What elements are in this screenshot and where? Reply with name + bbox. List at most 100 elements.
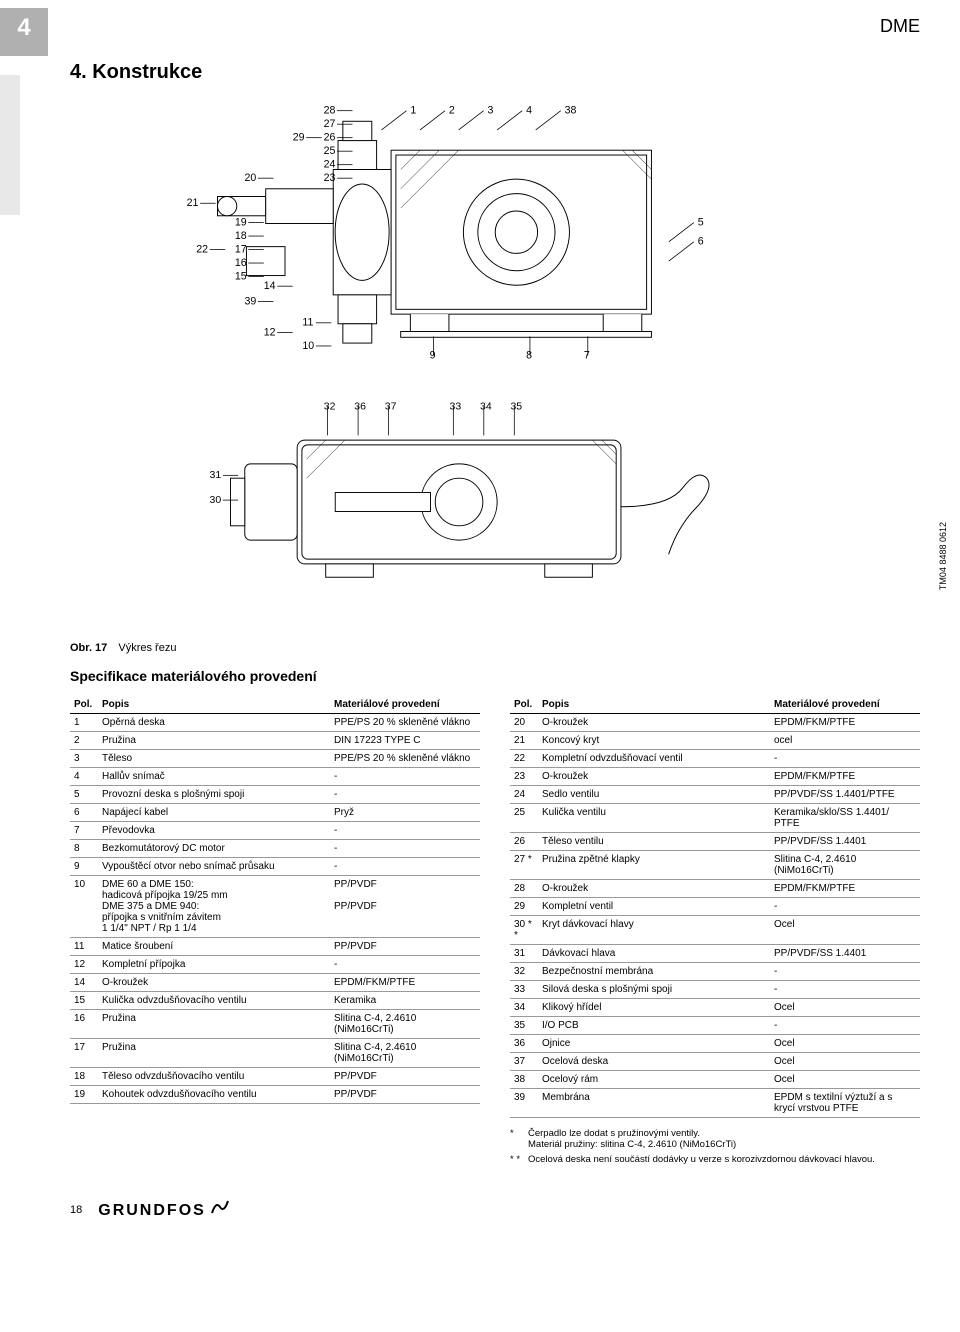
col-pol: Pol. — [510, 696, 538, 714]
callout-number: 7 — [584, 350, 590, 362]
footnote: *Čerpadlo lze dodat s pružinovými ventil… — [510, 1128, 920, 1150]
cell-desc: Kulička odvzdušňovacího ventilu — [98, 992, 330, 1010]
cell-mat: Keramika — [330, 992, 480, 1010]
cell-pos: 16 — [70, 1010, 98, 1039]
cell-mat: PP/PVDF/SS 1.4401/PTFE — [770, 786, 920, 804]
cell-desc: Těleso — [98, 750, 330, 768]
callout-number: 16 — [235, 257, 247, 269]
cell-desc: Matice šroubení — [98, 938, 330, 956]
cell-mat: PP/PVDF/SS 1.4401 — [770, 945, 920, 963]
table-row: 27 *Pružina zpětné klapkySlitina C-4, 2.… — [510, 851, 920, 880]
table-row: 34Klikový hřídelOcel — [510, 999, 920, 1017]
cell-pos: 34 — [510, 999, 538, 1017]
grundfos-icon — [210, 1199, 230, 1220]
pump-section-top: 2827262524232920211918171615221439111210… — [110, 102, 730, 372]
table-row: 5Provozní deska s plošnými spoji- — [70, 786, 480, 804]
table-row: 12Kompletní přípojka- — [70, 956, 480, 974]
cell-mat: Ocel — [770, 916, 920, 945]
table-row: 24Sedlo ventiluPP/PVDF/SS 1.4401/PTFE — [510, 786, 920, 804]
cell-pos: 37 — [510, 1053, 538, 1071]
table-row: 25Kulička ventiluKeramika/sklo/SS 1.4401… — [510, 804, 920, 833]
table-row: 19Kohoutek odvzdušňovacího ventiluPP/PVD… — [70, 1086, 480, 1104]
footnotes: *Čerpadlo lze dodat s pružinovými ventil… — [510, 1128, 920, 1165]
callout-number: 1 — [410, 105, 416, 117]
callout-number: 21 — [187, 197, 199, 209]
cell-mat: Slitina C-4, 2.4610 (NiMo16CrTi) — [330, 1010, 480, 1039]
cell-pos: 8 — [70, 840, 98, 858]
cell-pos: 23 — [510, 768, 538, 786]
cell-pos: 4 — [70, 768, 98, 786]
cell-desc: O-kroužek — [538, 714, 770, 732]
cell-mat: Ocel — [770, 1053, 920, 1071]
cell-pos: 36 — [510, 1035, 538, 1053]
cell-desc: Převodovka — [98, 822, 330, 840]
callout-number: 34 — [480, 402, 492, 413]
cell-pos: 39 — [510, 1089, 538, 1118]
cell-mat: - — [770, 981, 920, 999]
cell-mat: EPDM/FKM/PTFE — [770, 880, 920, 898]
cell-mat: DIN 17223 TYPE C — [330, 732, 480, 750]
cell-pos: 20 — [510, 714, 538, 732]
callout-number: 35 — [510, 402, 522, 413]
callout-number: 3 — [488, 105, 494, 117]
cell-desc: Těleso ventilu — [538, 833, 770, 851]
table-row: 39MembránaEPDM s textilní výztuží a s kr… — [510, 1089, 920, 1118]
table-row: 17PružinaSlitina C-4, 2.4610 (NiMo16CrTi… — [70, 1039, 480, 1068]
cell-pos: 25 — [510, 804, 538, 833]
cell-mat: PPE/PS 20 % skleněné vlákno — [330, 750, 480, 768]
figure-number: Obr. 17 — [70, 642, 107, 654]
cell-desc: Ocelová deska — [538, 1053, 770, 1071]
cell-desc: Těleso odvzdušňovacího ventilu — [98, 1068, 330, 1086]
cell-mat: EPDM s textilní výztuží a s krycí vrstvo… — [770, 1089, 920, 1118]
product-code: DME — [0, 0, 960, 41]
cell-desc: Kompletní ventil — [538, 898, 770, 916]
callout-number: 32 — [324, 402, 336, 413]
table-row: 6Napájecí kabelPryž — [70, 804, 480, 822]
cell-desc: Koncový kryt — [538, 732, 770, 750]
table-row: 31Dávkovací hlavaPP/PVDF/SS 1.4401 — [510, 945, 920, 963]
cell-desc: Napájecí kabel — [98, 804, 330, 822]
table-row: 30 * *Kryt dávkovací hlavyOcel — [510, 916, 920, 945]
col-popis: Popis — [98, 696, 330, 714]
callout-number: 17 — [235, 243, 247, 255]
cell-mat: ocel — [770, 732, 920, 750]
callout-number: 5 — [698, 216, 704, 228]
cell-pos: 17 — [70, 1039, 98, 1068]
cell-pos: 15 — [70, 992, 98, 1010]
table-row: 2PružinaDIN 17223 TYPE C — [70, 732, 480, 750]
table-row: 29Kompletní ventil- — [510, 898, 920, 916]
cell-desc: Bezpečnostní membrána — [538, 963, 770, 981]
cell-desc: Klikový hřídel — [538, 999, 770, 1017]
callout-number: 36 — [354, 402, 366, 413]
cell-desc: Silová deska s plošnými spoji — [538, 981, 770, 999]
callout-number: 27 — [324, 118, 336, 130]
cell-pos: 3 — [70, 750, 98, 768]
callout-number: 26 — [324, 132, 336, 144]
cell-pos: 11 — [70, 938, 98, 956]
table-row: 11Matice šroubeníPP/PVDF — [70, 938, 480, 956]
cell-desc: Vypouštěcí otvor nebo snímač průsaku — [98, 858, 330, 876]
col-pol: Pol. — [70, 696, 98, 714]
col-mat: Materiálové provedení — [770, 696, 920, 714]
cell-pos: 2 — [70, 732, 98, 750]
cell-mat: - — [770, 963, 920, 981]
cell-pos: 29 — [510, 898, 538, 916]
cell-mat: EPDM/FKM/PTFE — [330, 974, 480, 992]
table-row: 36OjniceOcel — [510, 1035, 920, 1053]
callout-number: 39 — [245, 296, 257, 308]
cell-mat: Ocel — [770, 1071, 920, 1089]
callout-number: 18 — [235, 230, 247, 242]
col-popis: Popis — [538, 696, 770, 714]
callout-number: 2 — [449, 105, 455, 117]
cell-pos: 7 — [70, 822, 98, 840]
cell-desc: Ojnice — [538, 1035, 770, 1053]
callout-number: 38 — [565, 105, 577, 117]
table-row: 37Ocelová deskaOcel — [510, 1053, 920, 1071]
section-title: 4. Konstrukce — [70, 61, 920, 84]
cell-mat: PP/PVDF/SS 1.4401 — [770, 833, 920, 851]
table-row: 3TělesoPPE/PS 20 % skleněné vlákno — [70, 750, 480, 768]
cell-pos: 30 * * — [510, 916, 538, 945]
cell-mat: - — [770, 1017, 920, 1035]
callout-number: 20 — [245, 172, 257, 184]
callout-number: 8 — [526, 350, 532, 362]
